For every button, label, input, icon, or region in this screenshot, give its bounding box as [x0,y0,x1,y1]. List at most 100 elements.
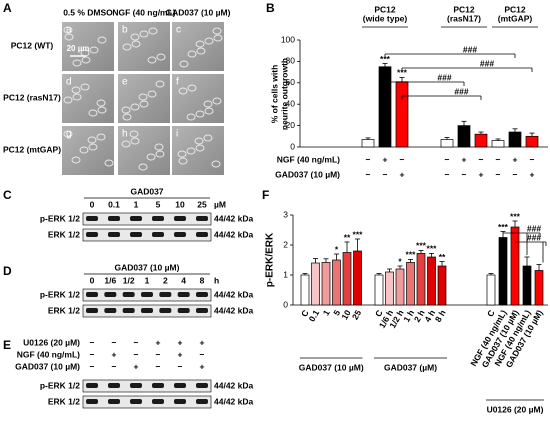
sign: − [496,154,501,164]
blot [82,228,212,242]
group-label: PC12 [504,4,526,14]
comparison-label: ### [463,44,477,54]
sign: − [90,337,95,347]
y-tick-label: 0 [283,299,288,309]
treatment-label: NGF (40 ng/mL) [277,154,340,164]
sign: − [496,169,501,179]
sign: − [112,361,117,371]
band [122,308,135,313]
group-label: (mtGAP) [498,13,533,23]
cell [203,100,213,108]
sign: − [134,349,139,359]
band [174,399,186,404]
cell [195,144,205,152]
cell [204,107,214,115]
sign: − [156,361,161,371]
sign: − [400,154,405,164]
y-tick-label: 1 [283,269,288,279]
bar [427,256,436,306]
significance: *** [397,68,408,78]
panel-label: C [3,188,12,202]
sign: − [200,349,205,359]
column-header: 0.5 % DMSO [63,7,113,17]
sign: − [134,337,139,347]
sign: + [383,154,388,164]
blot-label: p-ERK 1/2 [40,380,80,390]
cell [63,96,73,104]
bar [311,262,320,306]
bar [300,274,310,306]
group-label: (wide type) [363,13,408,23]
lane-label: 25 [197,199,207,209]
band [196,232,208,237]
size-label: 44/42 kDa [214,213,253,223]
cell [155,80,165,88]
cell [139,100,149,108]
cell [195,40,205,48]
significance: *** [406,250,417,260]
bar [437,265,447,306]
significance: *** [510,211,521,221]
cell [146,153,156,161]
band [196,292,208,297]
lane-label: 0 [90,275,95,285]
size-label: 44/42 kDa [214,229,253,239]
cell [139,30,149,38]
size-label: 44/42 kDa [214,289,253,299]
cell [178,157,188,165]
band [141,308,153,313]
lane-label: 1 [134,199,139,209]
cell [122,43,132,51]
lane-label: 0 [90,199,95,209]
cell [179,60,189,68]
comparison-label: ### [437,72,451,82]
band [174,383,186,388]
band [152,232,164,237]
cell [88,109,98,117]
sign: − [530,154,535,164]
micrograph [118,74,170,123]
x-tick-label: 1 [321,308,332,317]
size-label: 44/42 kDa [214,380,253,390]
cell [96,99,106,107]
sign: − [513,169,518,179]
bar [353,250,362,306]
cell [71,86,81,94]
sign: − [383,169,388,179]
cell [155,150,165,158]
group-label: U0126 (20 µM) [487,404,544,414]
condition-label: NGF (40 ng/mL) [17,349,80,359]
blot [82,212,212,226]
cell [71,156,81,164]
bar [440,139,454,148]
panel-label: A [3,1,12,15]
comparison-label: ### [454,86,468,96]
comparison-label: ### [527,232,541,242]
bar [385,271,394,306]
lane-unit: h [214,275,219,285]
sign: − [90,349,95,359]
sign: − [156,349,161,359]
band [152,216,164,221]
sign: + [479,169,484,179]
sign: − [178,361,183,371]
cell [130,103,140,111]
x-tick-label: C [299,308,311,318]
treatment-label: GAD037 (10 µM) [275,169,340,179]
band [86,308,98,313]
cell [80,83,90,91]
cell [195,110,205,118]
band [130,232,142,237]
blot-header: GAD037 (10 µM) [115,262,180,272]
x-tick-label: 5 [331,308,342,317]
blot-label: ERK 1/2 [48,229,80,239]
lane-label: 1/2 [123,275,135,285]
size-label: 44/42 kDa [214,396,253,406]
bar [406,262,415,306]
image-letter: a [66,25,72,36]
bar [321,262,331,306]
bar [474,133,488,148]
band [196,383,208,388]
micrograph [118,126,170,175]
lane-unit: µM [214,199,226,209]
